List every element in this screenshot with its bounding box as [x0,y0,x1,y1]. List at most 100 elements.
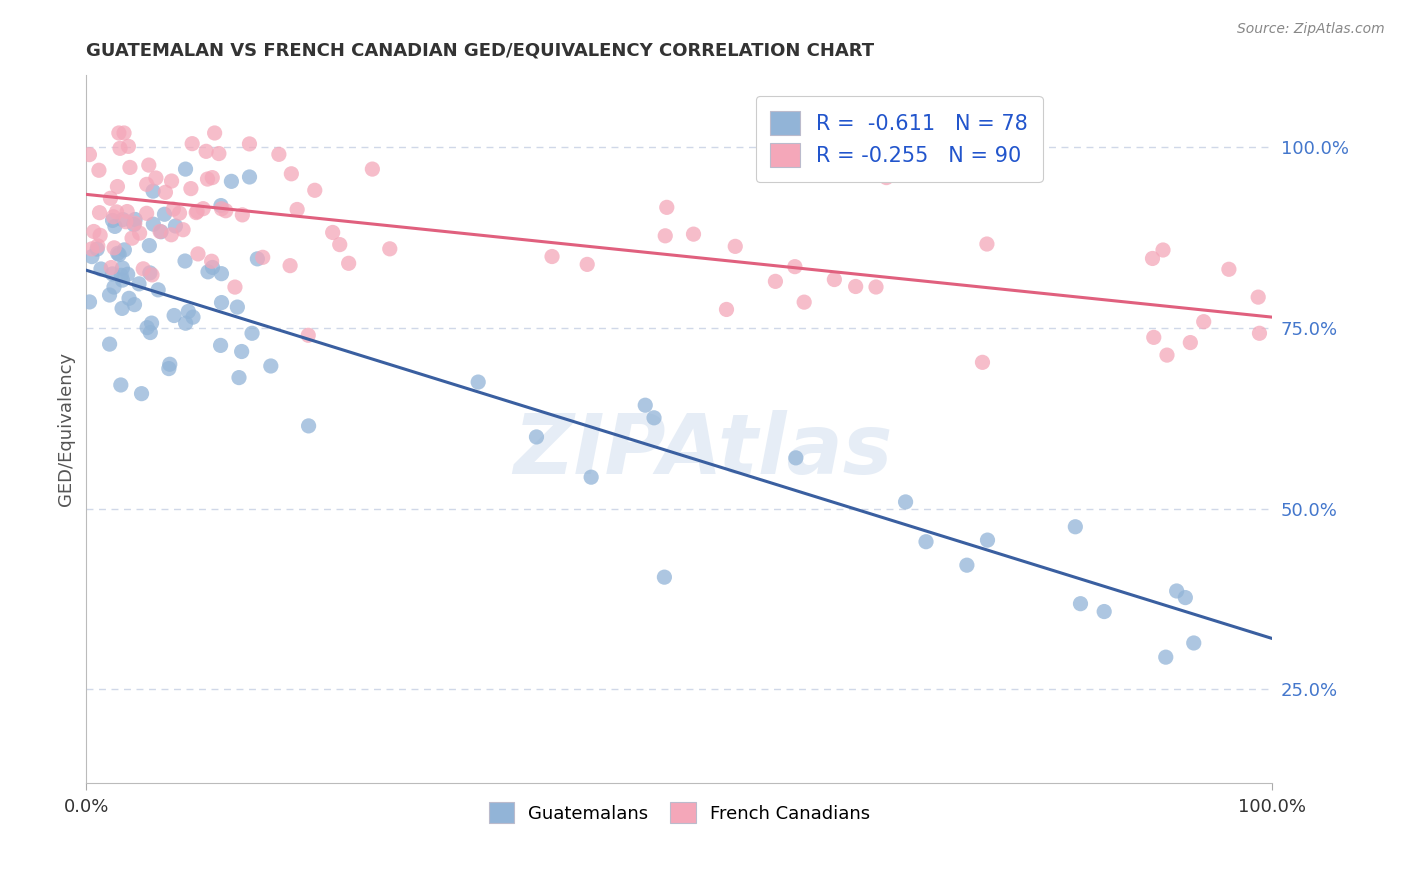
Point [101,267,124,281]
Point [195,145,218,159]
Point [228,370,250,384]
Point [110,268,132,283]
Point [142,217,165,231]
Point [191,202,214,216]
Point [79,294,101,309]
Point [1092,605,1115,619]
Point [110,378,132,392]
Point [112,243,135,257]
Point [111,301,134,316]
Point [79,147,101,161]
Point [915,534,938,549]
Point [174,254,197,268]
Point [87,163,110,178]
Point [108,126,131,140]
Point [163,309,186,323]
Point [111,212,134,227]
Point [1152,243,1174,257]
Point [124,216,146,230]
Point [135,178,157,192]
Point [1182,636,1205,650]
Point [337,256,360,270]
Point [124,212,146,227]
Point [169,206,191,220]
Point [329,237,352,252]
Point [157,361,180,376]
Point [285,202,308,217]
Point [267,147,290,161]
Point [716,302,738,317]
Point [124,298,146,312]
Point [186,205,208,219]
Point [105,205,128,219]
Point [240,326,263,341]
Point [1166,584,1188,599]
Point [86,242,108,256]
Point [118,161,141,175]
Point [197,172,219,186]
Point [278,259,301,273]
Point [1174,591,1197,605]
Point [108,247,131,261]
Point [98,288,121,302]
Point [654,570,676,584]
Point [252,250,274,264]
Point [211,202,233,216]
Text: ZIPAtlas: ZIPAtlas [513,409,893,491]
Point [526,430,548,444]
Point [280,167,302,181]
Point [135,206,157,220]
Point [1069,597,1091,611]
Point [80,250,103,264]
Point [181,310,204,325]
Text: Source: ZipAtlas.com: Source: ZipAtlas.com [1237,22,1385,37]
Point [159,357,181,371]
Point [361,162,384,177]
Point [177,304,200,318]
Point [1154,650,1177,665]
Y-axis label: GED/Equivalency: GED/Equivalency [58,352,75,506]
Point [956,558,979,573]
Point [114,215,136,229]
Point [142,184,165,198]
Point [111,260,134,275]
Point [875,170,897,185]
Point [128,277,150,291]
Point [1249,326,1271,341]
Point [131,386,153,401]
Point [107,179,129,194]
Point [467,375,489,389]
Point [115,204,138,219]
Point [201,170,224,185]
Point [89,228,111,243]
Point [160,174,183,188]
Point [238,136,260,151]
Point [378,242,401,256]
Point [226,300,249,314]
Point [160,227,183,242]
Point [297,328,319,343]
Point [682,227,704,241]
Point [211,295,233,310]
Point [186,204,208,219]
Point [118,291,141,305]
Point [297,418,319,433]
Point [108,141,131,155]
Point [132,261,155,276]
Point [634,398,657,412]
Point [201,254,224,268]
Point [201,260,224,275]
Point [139,326,162,340]
Point [541,250,564,264]
Point [145,171,167,186]
Point [576,257,599,271]
Point [150,225,173,239]
Point [894,495,917,509]
Point [785,450,807,465]
Point [149,224,172,238]
Point [141,268,163,282]
Point [128,226,150,240]
Point [174,316,197,330]
Point [1143,330,1166,344]
Point [187,247,209,261]
